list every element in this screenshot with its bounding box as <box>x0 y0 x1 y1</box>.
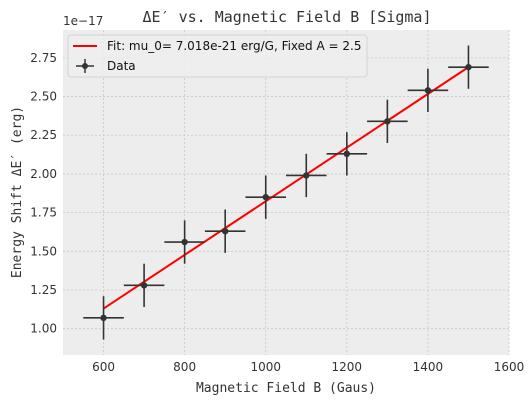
data-marker <box>465 63 472 71</box>
data-marker <box>262 193 269 201</box>
data-marker <box>384 118 391 125</box>
x-tick-labels: 600 800 1000 1200 1400 1600 <box>92 360 524 374</box>
data-point <box>407 68 449 113</box>
legend-fit-label: Fit: mu_0= 7.018e-21 erg/G, Fixed A = 2.… <box>107 39 361 53</box>
legend-data-swatch <box>76 59 94 73</box>
y-tick-label: 2.50 <box>30 90 57 104</box>
legend: Fit: mu_0= 7.018e-21 erg/G, Fixed A = 2.… <box>67 34 368 78</box>
data-point <box>448 45 489 89</box>
legend-box <box>67 34 368 78</box>
data-layer <box>83 45 489 340</box>
data-marker <box>140 282 148 289</box>
plot-area <box>63 30 509 355</box>
x-tick-label: 1000 <box>250 360 281 374</box>
data-point <box>83 296 124 340</box>
chart-title: ΔE′ vs. Magnetic Field B [Sigma] <box>143 8 432 26</box>
fit-line <box>102 66 470 310</box>
data-marker <box>424 87 432 94</box>
data-point <box>164 220 205 264</box>
y-tick-label: 1.50 <box>30 244 57 258</box>
y-tick-label: 1.25 <box>30 283 57 297</box>
y-tick-label: 1.00 <box>30 322 57 336</box>
y-axis-label: Energy Shift ΔE′ (erg) <box>10 106 25 278</box>
x-tick-label: 600 <box>92 360 115 374</box>
data-marker <box>303 172 310 179</box>
data-marker <box>181 238 188 246</box>
y-offset-label: 1e−17 <box>63 14 103 28</box>
x-tick-label: 800 <box>173 360 196 374</box>
y-tick-label: 2.00 <box>30 167 57 181</box>
data-point <box>123 263 165 308</box>
data-marker <box>343 150 351 158</box>
data-point <box>245 175 286 219</box>
data-marker <box>100 314 107 322</box>
data-point <box>204 209 246 253</box>
data-point <box>367 99 408 143</box>
fit-line-layer <box>102 66 470 310</box>
data-point <box>286 153 327 198</box>
data-marker <box>221 227 229 235</box>
x-tick-label: 1200 <box>332 360 363 374</box>
x-tick-label: 1400 <box>413 360 444 374</box>
y-tick-label: 2.25 <box>30 128 57 142</box>
data-point <box>326 132 368 176</box>
y-tick-labels: 1.00 1.25 1.50 1.75 2.00 2.25 2.50 2.75 <box>30 51 57 336</box>
x-tick-label: 1600 <box>494 360 525 374</box>
y-tick-label: 2.75 <box>30 51 57 65</box>
y-tick-label: 1.75 <box>30 206 57 220</box>
legend-data-label: Data <box>107 59 136 73</box>
x-axis-label: Magnetic Field B (Gaus) <box>196 381 376 396</box>
